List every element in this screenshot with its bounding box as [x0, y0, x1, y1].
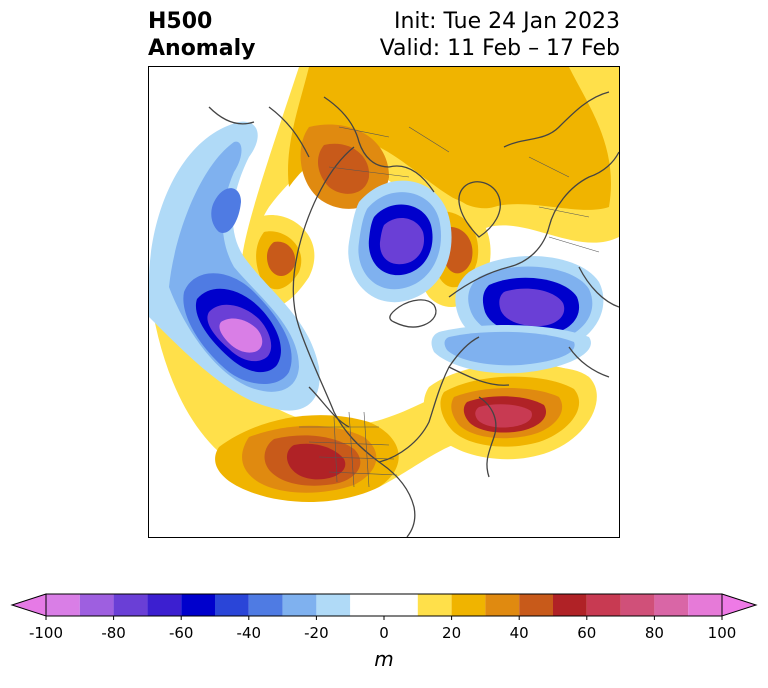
negative-arctic-core [379, 217, 425, 265]
valid-range: Valid: 11 Feb – 17 Feb [379, 36, 620, 61]
negative-trough-pacific-core [219, 318, 263, 353]
colorbar-tick-label: -60 [169, 624, 194, 642]
init-date: Init: Tue 24 Jan 2023 [393, 9, 620, 34]
colorbar-cell [46, 594, 80, 616]
colorbar-svg: -100 -80 -60 -40 -20 0 20 40 60 80 100 m [10, 593, 758, 671]
colorbar-over-extension [721, 593, 758, 617]
colorbar-under-extension [10, 593, 47, 617]
colorbar-cell [654, 594, 689, 616]
colorbar-cell [485, 594, 520, 616]
negative-alaska-lobe [211, 188, 241, 233]
colorbar-tick-label: 80 [645, 624, 664, 642]
colorbar-cell [451, 594, 486, 616]
anomaly-map[interactable] [148, 66, 620, 538]
colorbar-cell [147, 594, 182, 616]
positive-band-asia [288, 67, 611, 210]
colorbar-cell [316, 594, 351, 616]
colorbar-cell [215, 594, 249, 616]
colorbar-cell [519, 594, 553, 616]
colorbar-cell [417, 594, 452, 616]
coastlines [208, 91, 619, 537]
colorbar-tick-label: -20 [304, 624, 329, 642]
title-line-2: Anomaly [148, 36, 256, 61]
state-borders [299, 126, 600, 488]
negative-anomaly-areas [149, 121, 604, 411]
positive-ridge-west-peak [266, 241, 296, 276]
colorbar-cell [688, 594, 722, 616]
colorbar-cell [113, 594, 148, 616]
colorbar: -100 -80 -60 -40 -20 0 20 40 60 80 100 m [0, 584, 768, 684]
chart-title: H500 Anomaly [148, 8, 255, 62]
colorbar-tick-label: -100 [29, 624, 63, 642]
run-info: Init: Tue 24 Jan 2023 Valid: 11 Feb – 17… [380, 8, 620, 62]
colorbar-tick-label: 20 [442, 624, 461, 642]
colorbar-cell [553, 594, 587, 616]
colorbar-tick-label: 100 [708, 624, 737, 642]
positive-anomaly-areas [149, 67, 619, 502]
negative-atlantic-band-2 [444, 331, 575, 366]
positive-trough-us-peak [286, 443, 346, 480]
title-line-1: H500 [148, 9, 213, 34]
map-canvas [149, 67, 619, 537]
colorbar-tick-label: -40 [237, 624, 262, 642]
negative-europe-core [499, 288, 565, 327]
colorbar-unit-label: m [374, 647, 393, 671]
colorbar-tick-label: 0 [379, 624, 389, 642]
colorbar-tick-label: -80 [101, 624, 126, 642]
colorbar-cell [350, 594, 418, 616]
positive-ridge-atlantic-peak [475, 404, 532, 428]
colorbar-cell [181, 594, 215, 616]
colorbar-cell [282, 594, 317, 616]
colorbar-cell [79, 594, 114, 616]
colorbar-cell [248, 594, 283, 616]
colorbar-cell [586, 594, 621, 616]
colorbar-cell [620, 594, 655, 616]
colorbar-tick-label: 60 [577, 624, 596, 642]
colorbar-tick-label: 40 [510, 624, 529, 642]
